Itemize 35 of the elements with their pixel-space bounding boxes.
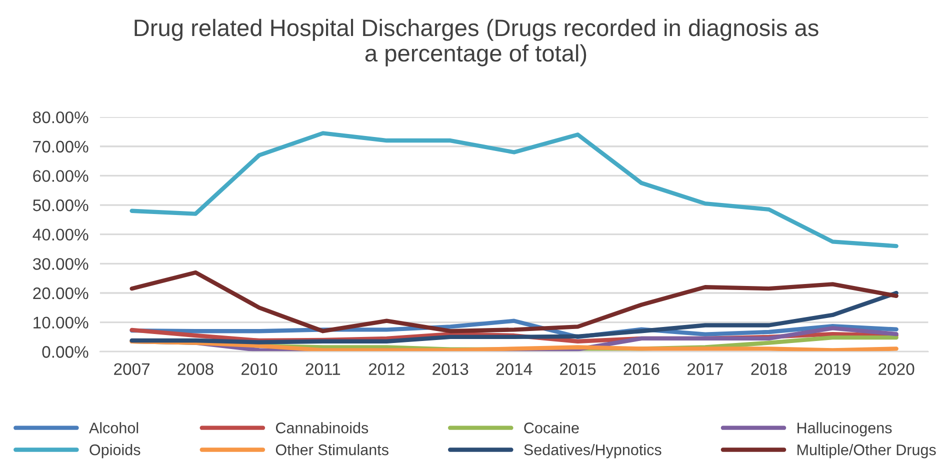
legend-label: Cannabinoids <box>276 422 368 434</box>
x-tick-label: 2011 <box>306 363 340 375</box>
x-tick-label: 2017 <box>688 363 723 375</box>
legend-label: Cocaine <box>524 422 579 434</box>
line-series <box>130 131 898 248</box>
y-tick-label: 70.00% <box>33 140 88 153</box>
y-tick-label: 80.00% <box>33 111 88 124</box>
y-tick-label: 50.00% <box>32 199 88 212</box>
legend-label: Alcohol <box>88 422 138 434</box>
x-tick-label: 2016 <box>624 363 660 375</box>
y-tick-label: 60.00% <box>33 170 88 182</box>
line-series <box>130 270 898 334</box>
legend-label: Other Stimulants <box>276 444 388 456</box>
y-tick-label: 40.00% <box>32 228 88 241</box>
x-tick-label: 2008 <box>178 363 214 375</box>
y-tick-label: 10.00% <box>34 316 88 329</box>
x-tick-label: 2014 <box>496 363 532 375</box>
x-tick-label: 2012 <box>368 363 404 375</box>
x-tick-label: 2015 <box>560 363 596 375</box>
x-tick-label: 2020 <box>878 363 914 375</box>
x-tick-label: 2013 <box>432 363 468 375</box>
x-tick-label: 2007 <box>114 363 150 375</box>
line-series <box>130 339 898 352</box>
legend-label: Sedatives/Hypnotics <box>524 444 662 458</box>
x-tick-label: 2019 <box>814 363 850 375</box>
line-series <box>130 290 898 344</box>
legend-label: Hallucinogens <box>798 422 892 436</box>
legend-label: Multiple/Other Drugs <box>798 444 936 458</box>
x-tick-label: 2018 <box>751 363 787 375</box>
y-tick-label: 30.00% <box>32 258 88 270</box>
chart-title: Drug related Hospital Discharges (Drugs recorded in diagnosis as a percentage of total) <box>134 18 818 66</box>
y-tick-label: 0.00% <box>42 346 88 358</box>
legend-label: Opioids <box>90 444 140 458</box>
y-tick-label: 20.00% <box>33 287 88 300</box>
x-tick-label: 2010 <box>242 363 278 375</box>
